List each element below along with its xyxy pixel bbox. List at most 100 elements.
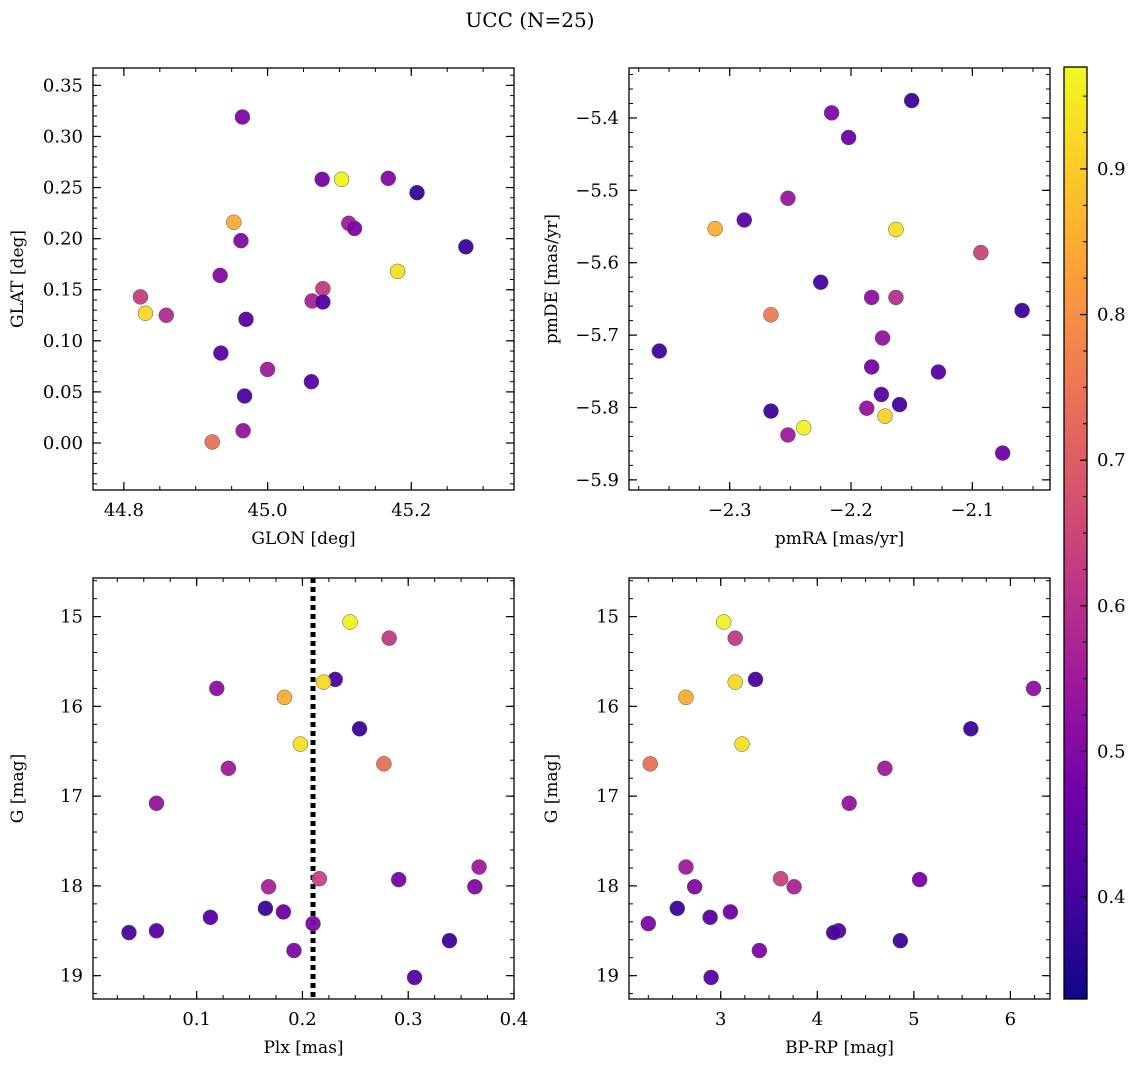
scatter-point [137,305,154,321]
panel-plx-g: 0.1 0.2 0.3 0.4 15 16 17 18 19 Plx [mas] G [mag] [8,577,529,1058]
scatter-point [158,307,175,324]
scatter-point [840,129,857,146]
y-tick-label: −5.5 [575,180,619,201]
scatter-point [877,408,893,424]
scatter-point [121,924,137,941]
plot-frame [92,577,515,1000]
scatter-point [963,721,979,737]
scatter-point [877,760,893,777]
y-tick-label: 0.25 [43,178,83,199]
scatter-point [651,343,668,359]
y-tick-label: 0.20 [43,229,83,250]
scatter-point [678,859,694,875]
scatter-point [686,879,703,895]
colorbar: 0.4 0.5 0.6 0.7 0.8 0.9 [1063,66,1126,1000]
scatter-point [132,289,149,305]
scatter-point [292,736,309,752]
scatter-point [702,909,718,926]
x-tick-label: 3 [715,1009,726,1030]
y-tick-label: 16 [596,696,619,717]
scatter-point [888,289,904,306]
scatter-point [389,263,406,280]
y-tick-label: 0.05 [43,382,83,403]
y-tick-label: 0.10 [43,331,83,352]
scatter-point [903,92,920,109]
scatter-point [148,923,165,939]
figure-title: UCC (N=25) [465,8,594,32]
scatter-point [973,244,989,261]
scatter-point [891,396,908,413]
x-tick-label: 0.2 [288,1009,317,1030]
scatter-point [305,915,321,932]
plot-frame [628,577,1051,1000]
scatter-point [148,795,165,812]
scatter-point [747,671,764,688]
y-tick-label: 18 [596,876,619,897]
scatter-point [303,373,320,390]
x-tick-label: 45.2 [391,500,431,521]
scatter-point [888,221,904,238]
y-axis-label: G [mag] [8,754,28,823]
scatter-point [772,870,789,887]
y-tick-label: 15 [60,607,83,628]
x-tick-label: 0.3 [394,1009,423,1030]
scatter-point [859,400,875,416]
y-tick-label: −5.8 [575,397,619,418]
scatter-point [233,232,249,249]
y-tick-label: 0.30 [43,126,83,147]
panel-pmra-pmde: −2.3 −2.2 −2.1 −5.9 −5.8 −5.7 −5.6 −5.5 −5.4 pmRA… [542,67,1051,549]
scatter-point [238,311,254,328]
y-tick-label: −5.7 [575,325,619,346]
scatter-point [841,795,857,812]
scatter-point [204,434,221,450]
scatter-point [346,220,363,237]
x-tick-label: 0.4 [500,1009,529,1030]
y-tick-label: −5.9 [575,470,619,491]
scatter-point [235,422,251,439]
scatter-point [863,359,880,375]
scatter-point [892,932,909,949]
y-tick-label: 0.00 [43,433,83,454]
scatter-point [259,361,276,378]
panel-glon-glat: 44.8 45.0 45.2 0.00 0.05 0.10 0.15 0.20 0.25 0.30… [8,67,515,549]
scatter-point [727,674,743,690]
y-tick-label: 17 [596,786,619,807]
scatter-point [471,859,487,875]
scatter-point [823,105,840,121]
scatter-point [707,220,723,237]
x-tick-label: −2.2 [829,500,873,521]
colorbar-tick-label: 0.7 [1097,450,1126,471]
scatter-point [911,871,928,888]
colorbar-tick-label: 0.5 [1097,741,1126,762]
scatter-point [763,403,779,419]
scatter-point [213,345,229,361]
y-axis-label: GLAT [deg] [8,230,28,328]
scatter-point [381,630,397,646]
scatter-point [226,214,242,231]
scatter-point [315,294,331,310]
scatter-point [734,736,750,752]
y-tick-label: 15 [596,607,619,628]
y-tick-label: 0.15 [43,280,83,301]
scatter-point [930,364,947,380]
x-axis-label: Plx [mas] [263,1038,343,1058]
scatter-point [715,614,732,630]
scatter-point [376,756,392,772]
scatter-point [863,289,880,306]
y-axis-label: G [mag] [542,754,562,823]
scatter-point [315,674,332,690]
scatter-point [236,388,253,404]
scatter-point [380,170,397,187]
scatter-point [780,427,796,443]
x-tick-label: 4 [812,1009,823,1030]
y-tick-label: −5.4 [575,108,619,129]
scatter-point [209,680,225,697]
plot-frame [628,67,1051,491]
x-axis-label: GLON [deg] [251,529,355,549]
scatter-point [220,760,237,777]
x-axis-label: pmRA [mas/yr] [775,529,904,549]
x-tick-label: 44.8 [104,500,144,521]
scatter-point [276,689,293,706]
scatter-point [333,171,350,188]
